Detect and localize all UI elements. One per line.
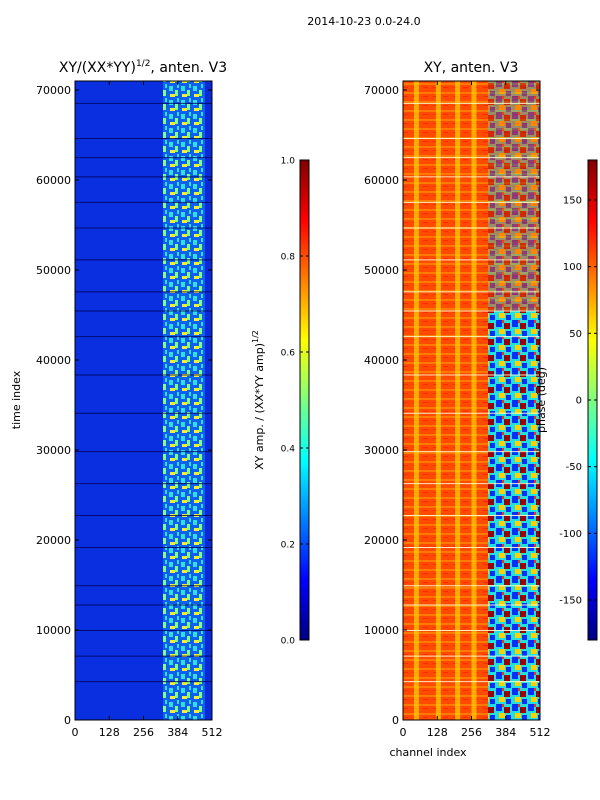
phase-stripe (455, 81, 461, 720)
colorbar-tick-label: 0.8 (281, 253, 296, 263)
y-tick-label: 10000 (36, 624, 71, 637)
amp-ratio-ylabel: time index (10, 370, 23, 429)
y-tick-label: 70000 (36, 84, 71, 97)
amp-ratio-colorbar-label-exp: 1/2 (251, 330, 260, 343)
x-tick-label: 384 (167, 726, 188, 739)
y-tick-label: 0 (392, 714, 399, 727)
phase-heatmap (403, 81, 540, 720)
y-tick-label: 50000 (36, 264, 71, 277)
amp-ratio-colorbar-ticks: 0.0 0.2 0.4 0.6 0.8 1.0 (281, 157, 309, 647)
colorbar-tick-label: 1.0 (281, 157, 296, 167)
colorbar-tick-label: 0 (576, 396, 582, 407)
phase-high-top (488, 81, 540, 311)
phase-colorbar: -150 -100 -50 0 50 100 150 phase (deg) (535, 159, 598, 641)
x-tick-label: 128 (99, 726, 120, 739)
amp-ratio-axes: 0 128 256 384 512 0 10000 20000 30000 40000 50000 6… (36, 81, 223, 739)
x-tick-label: 512 (202, 726, 223, 739)
colorbar-tick-label: 150 (563, 196, 582, 207)
colorbar-tick-label: 0.6 (281, 349, 296, 359)
x-tick-label: 128 (427, 726, 448, 739)
x-tick-label: 256 (461, 726, 482, 739)
y-tick-label: 30000 (364, 444, 399, 457)
phase-title: XY, anten. V3 (424, 60, 519, 76)
y-tick-label: 0 (64, 714, 71, 727)
y-tick-label: 30000 (36, 444, 71, 457)
y-tick-label: 60000 (364, 174, 399, 187)
phase-dropout-lines (403, 102, 540, 683)
colorbar-tick-label: 0.0 (281, 637, 296, 647)
phase-xlabel: channel index (389, 746, 467, 759)
y-tick-label: 40000 (36, 354, 71, 367)
amp-ratio-title: XY/(XX*YY)1/2, anten. V3 (59, 59, 227, 76)
amp-ratio-title-tail: , anten. V3 (150, 60, 227, 76)
x-tick-label: 256 (133, 726, 154, 739)
x-tick-label: 0 (400, 726, 407, 739)
x-tick-label: 512 (530, 726, 551, 739)
y-tick-label: 40000 (364, 354, 399, 367)
amp-ratio-high-band (163, 81, 212, 720)
y-tick-label: 60000 (36, 174, 71, 187)
figure-suptitle: 2014-10-23 0.0-24.0 (307, 15, 420, 28)
y-tick-label: 50000 (364, 264, 399, 277)
y-tick-label: 20000 (36, 534, 71, 547)
colorbar-tick-label: -100 (559, 529, 582, 540)
colorbar-tick-label: 0.4 (281, 445, 296, 455)
phase-panel: XY, anten. V3 0 128 256 384 512 0 10000 20000 30… (364, 60, 551, 759)
phase-stripe (471, 81, 477, 720)
colorbar-tick-label: 100 (563, 262, 582, 273)
colorbar-tick-label: 0.2 (281, 541, 295, 551)
amp-ratio-low-texture (75, 81, 163, 720)
phase-axes: 0 128 256 384 512 0 10000 20000 30000 40000 50000 6… (364, 81, 551, 739)
amp-ratio-colorbar-bar (299, 159, 310, 641)
y-tick-label: 20000 (364, 534, 399, 547)
amp-ratio-colorbar-label: XY amp. / (XX*YY amp)1/2 (251, 330, 266, 470)
amp-ratio-colorbar-label-main: XY amp. / (XX*YY amp) (253, 343, 266, 470)
phase-colorbar-ticks: -150 -100 -50 0 50 100 150 (559, 196, 597, 607)
phase-stripe (435, 81, 441, 720)
phase-stripes (413, 81, 477, 720)
amp-ratio-edge-band (205, 81, 212, 720)
colorbar-tick-label: 50 (569, 329, 582, 340)
phase-stripe (413, 81, 419, 720)
x-tick-label: 0 (72, 726, 79, 739)
colorbar-tick-label: -150 (559, 596, 582, 607)
amp-ratio-panel: XY/(XX*YY)1/2, anten. V3 0 128 256 384 512 0 1… (10, 59, 227, 739)
amp-ratio-dropout-lines (75, 102, 212, 683)
colorbar-tick-label: -50 (566, 462, 582, 473)
amp-ratio-title-main: XY/(XX*YY) (59, 60, 136, 76)
amp-ratio-title-exp: 1/2 (136, 59, 150, 69)
y-tick-label: 10000 (364, 624, 399, 637)
amp-ratio-heatmap (75, 81, 212, 720)
amp-ratio-colorbar: 0.0 0.2 0.4 0.6 0.8 1.0 XY amp. / (XX*YY amp)… (251, 157, 310, 647)
y-tick-label: 70000 (364, 84, 399, 97)
x-tick-label: 384 (495, 726, 516, 739)
phase-colorbar-label: phase (deg) (535, 367, 548, 433)
